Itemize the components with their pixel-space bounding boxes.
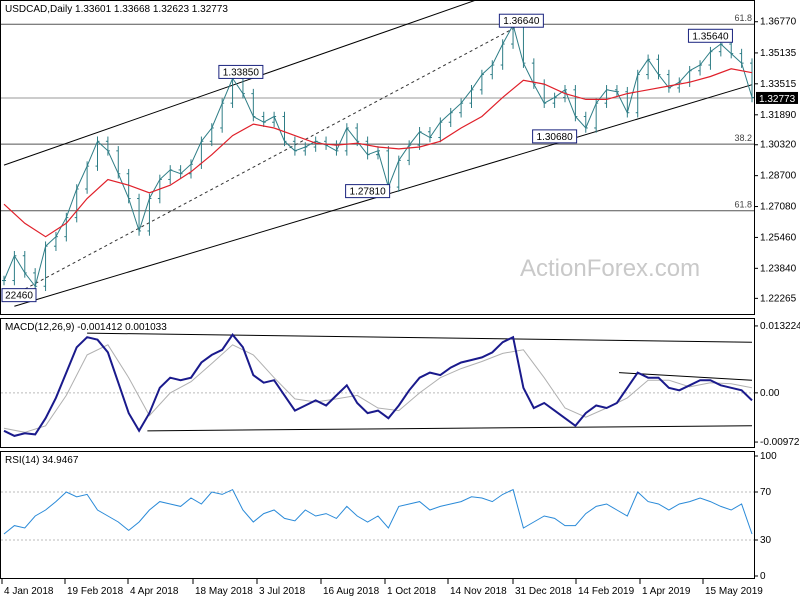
annotation-label: 1.35640 (692, 31, 729, 42)
price-axis-tick-label: 1.25460 (760, 232, 797, 243)
price-pane-title: USDCAD,Daily 1.33601 1.33668 1.32623 1.3… (5, 4, 228, 15)
x-axis-tick-label: 31 Dec 2018 (515, 586, 572, 597)
price-axis-tick-label: 1.35135 (760, 48, 797, 59)
annotation-box (1, 288, 37, 303)
x-axis-tick-label: 14 Feb 2019 (578, 586, 635, 597)
price-axis-tick-label: 1.28700 (760, 171, 797, 182)
price-annotation: 1.27810 (345, 184, 391, 199)
macd-signal-line (3, 344, 753, 433)
x-axis-tick-label: 4 Apr 2018 (130, 586, 179, 597)
fib-level-label: 61.8 (734, 13, 752, 23)
macd-pane-title: MACD(12,26,9) -0.001412 0.001033 (5, 322, 167, 333)
macd-layer (1, 332, 754, 437)
annotation-label: 22460 (5, 291, 33, 302)
price-close-line (3, 23, 753, 288)
fib-level-label: 38.2 (734, 133, 752, 143)
x-axis-tick-label: 18 May 2018 (195, 586, 253, 597)
current-price-tag (756, 91, 798, 104)
x-axis-tick-label: 19 Feb 2018 (67, 586, 124, 597)
channel-trend-line (3, 0, 476, 166)
fib-level-label: 61.8 (734, 200, 752, 210)
macd-axis-tick-label: 0.00 (760, 388, 780, 399)
macd-axis-tick-label: 0.013224 (760, 321, 800, 332)
macd-trend-line (147, 425, 753, 432)
moving-average-line (3, 68, 753, 238)
macd-pane-frame (0, 318, 755, 448)
watermark-text: ActionForex.com (520, 255, 700, 282)
macd-trend-line (87, 332, 753, 343)
price-annotation: 1.36640 (498, 13, 544, 28)
price-annotation: 1.35640 (687, 28, 733, 43)
x-axis-tick-label: 4 Jan 2018 (4, 586, 54, 597)
annotation-box (687, 28, 733, 43)
annotation-label: 1.30680 (537, 132, 574, 143)
x-axis-tick-label: 3 Jul 2018 (259, 586, 306, 597)
price-axis-tick-label: 1.31890 (760, 110, 797, 121)
price-annotation: 1.33850 (218, 64, 264, 79)
macd-line (3, 333, 753, 437)
price-axis-tick-label: 1.27080 (760, 202, 797, 213)
annotation-box (218, 64, 264, 79)
current-price-label: 1.32773 (759, 94, 796, 105)
annotation-label: 1.36640 (503, 16, 540, 27)
x-axis-tick-label: 1 Apr 2019 (642, 586, 691, 597)
x-axis-tick-label: 14 Nov 2018 (450, 586, 507, 597)
rsi-axis-tick-label: 0 (760, 571, 766, 582)
price-axis-tick-label: 1.22265 (760, 293, 797, 304)
rsi-layer (1, 488, 754, 541)
price-axis-tick-label: 1.36770 (760, 17, 797, 28)
price-axis-tick-label: 1.33515 (760, 79, 797, 90)
x-axis-tick-label: 16 Aug 2018 (323, 586, 380, 597)
annotation-box (532, 129, 578, 144)
annotation-box (345, 184, 391, 199)
x-axis-tick-label: 15 May 2019 (705, 586, 763, 597)
rsi-pane-frame (0, 451, 755, 579)
annotation-label: 1.33850 (223, 67, 260, 78)
rsi-pane-title: RSI(14) 34.9467 (5, 455, 79, 466)
price-layer: 61.8 38.2 61.8 1.36640 1.33850 1.35640 1.30680… (1, 0, 754, 307)
annotation-box (498, 13, 544, 28)
annotation-label: 1.27810 (350, 187, 387, 198)
rsi-axis-tick-label: 30 (760, 535, 772, 546)
x-axis-tick-label: 1 Oct 2018 (387, 586, 436, 597)
price-axis-tick-label: 1.23840 (760, 263, 797, 274)
price-annotation: 1.30680 (532, 129, 578, 144)
rsi-axis-tick-label: 100 (760, 451, 777, 462)
price-axis-tick-label: 1.30320 (760, 140, 797, 151)
axis-layer: 1.36770 1.35135 1.33515 1.31890 1.30320 1.287… (1, 17, 800, 597)
price-annotation: 22460 (1, 288, 37, 303)
rsi-axis-tick-label: 70 (760, 487, 772, 498)
rsi-line (3, 488, 753, 535)
price-bar (750, 58, 754, 103)
